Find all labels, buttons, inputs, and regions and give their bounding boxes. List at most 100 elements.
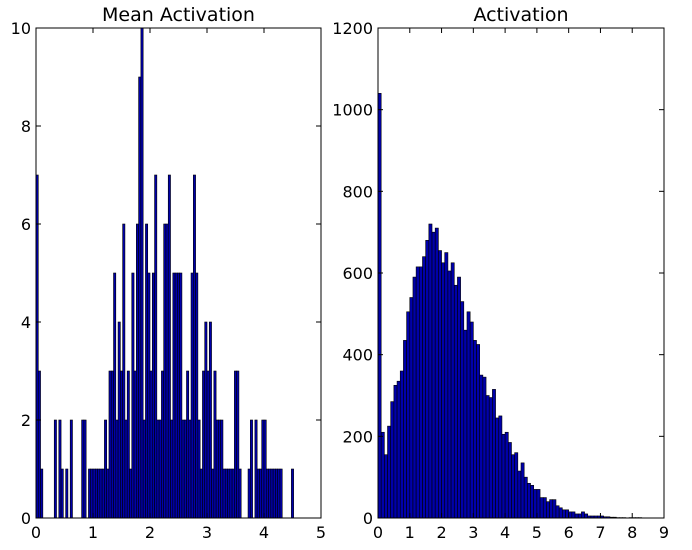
histogram-bar bbox=[120, 371, 122, 518]
histogram-bar bbox=[397, 381, 400, 518]
histogram-bar bbox=[250, 420, 252, 518]
histogram-bar bbox=[394, 385, 397, 518]
histogram-bar bbox=[212, 469, 214, 518]
histogram-bar bbox=[291, 469, 293, 518]
histogram-bar bbox=[585, 514, 588, 518]
histogram-bar bbox=[543, 498, 546, 518]
histogram-bar bbox=[228, 469, 230, 518]
histogram-bar bbox=[41, 469, 43, 518]
histogram-bar bbox=[93, 469, 95, 518]
histogram-bar bbox=[550, 500, 553, 518]
y-tick-label: 0 bbox=[21, 509, 31, 528]
histogram-bar bbox=[400, 371, 403, 518]
histogram-bar bbox=[198, 420, 200, 518]
histogram-bar bbox=[578, 514, 581, 518]
x-tick-label: 3 bbox=[202, 523, 212, 542]
chart-title: Activation bbox=[473, 4, 568, 26]
histogram-bar bbox=[164, 224, 166, 518]
histogram-bar bbox=[426, 240, 429, 518]
histogram-bar bbox=[118, 322, 120, 518]
histogram-bar bbox=[531, 485, 534, 518]
histogram-bar bbox=[515, 453, 518, 518]
histogram-bar bbox=[492, 389, 495, 518]
histogram-bar bbox=[202, 371, 204, 518]
histogram-bar bbox=[116, 420, 118, 518]
histogram-bar bbox=[480, 375, 483, 518]
histogram-bar bbox=[114, 273, 116, 518]
histogram-bar bbox=[266, 469, 268, 518]
histogram-bar bbox=[107, 469, 109, 518]
y-tick-label: 0 bbox=[363, 509, 373, 528]
histogram-bar bbox=[61, 469, 63, 518]
histogram-bar bbox=[129, 469, 131, 518]
histogram-bar bbox=[435, 228, 438, 518]
x-tick-label: 5 bbox=[532, 523, 542, 542]
histogram-bar bbox=[511, 455, 514, 518]
x-tick-label: 4 bbox=[259, 523, 269, 542]
histogram-bar bbox=[257, 469, 259, 518]
bars bbox=[36, 28, 294, 518]
histogram-bar bbox=[553, 500, 556, 518]
y-tick-label: 6 bbox=[21, 215, 31, 234]
histogram-bar bbox=[200, 469, 202, 518]
histogram-bar bbox=[521, 463, 524, 518]
histogram-bar bbox=[100, 469, 102, 518]
histogram-bar bbox=[467, 312, 470, 518]
histogram-bar bbox=[269, 469, 271, 518]
histogram-bar bbox=[216, 420, 218, 518]
histogram-bar bbox=[152, 273, 154, 518]
histogram-bar bbox=[381, 432, 384, 518]
histogram-bar bbox=[95, 469, 97, 518]
histogram-bar bbox=[388, 426, 391, 518]
histogram-bar bbox=[546, 502, 549, 518]
histogram-bar bbox=[155, 175, 157, 518]
y-tick-label: 1000 bbox=[332, 101, 373, 120]
histogram-bar bbox=[496, 418, 499, 518]
x-tick-label: 4 bbox=[500, 523, 510, 542]
y-tick-label: 10 bbox=[11, 19, 31, 38]
histogram-bar bbox=[161, 371, 163, 518]
x-tick-label: 1 bbox=[405, 523, 415, 542]
y-tick-label: 1200 bbox=[332, 19, 373, 38]
x-tick-label: 8 bbox=[627, 523, 637, 542]
histogram-bar bbox=[429, 224, 432, 518]
histogram-bar bbox=[540, 498, 543, 518]
histogram-bar bbox=[191, 273, 193, 518]
y-tick-label: 600 bbox=[342, 264, 373, 283]
x-tick-label: 3 bbox=[468, 523, 478, 542]
histogram-bar bbox=[104, 420, 106, 518]
x-tick-label: 9 bbox=[659, 523, 669, 542]
chart-title: Mean Activation bbox=[102, 4, 255, 26]
histogram-bar bbox=[508, 442, 511, 518]
histogram-bar bbox=[193, 175, 195, 518]
histogram-bar bbox=[502, 434, 505, 518]
histogram-bar bbox=[280, 469, 282, 518]
histogram-bar bbox=[205, 322, 207, 518]
histogram-bar bbox=[66, 469, 68, 518]
histogram-bar bbox=[127, 371, 129, 518]
x-tick-label: 5 bbox=[316, 523, 326, 542]
x-tick-label: 7 bbox=[595, 523, 605, 542]
histogram-bar bbox=[581, 512, 584, 518]
histogram-bar bbox=[556, 506, 559, 518]
histogram-bar bbox=[230, 469, 232, 518]
histogram-bar bbox=[575, 514, 578, 518]
histogram-bar bbox=[125, 420, 127, 518]
histogram-bar bbox=[255, 420, 257, 518]
histogram-bar bbox=[84, 420, 86, 518]
histogram-bar bbox=[88, 469, 90, 518]
histogram-bar bbox=[489, 398, 492, 518]
histogram-bar bbox=[384, 455, 387, 518]
histogram-bar bbox=[150, 371, 152, 518]
histogram-bar bbox=[237, 371, 239, 518]
histogram-bar bbox=[524, 477, 527, 518]
histogram-bar bbox=[505, 432, 508, 518]
histogram-bar bbox=[572, 512, 575, 518]
histogram-bar bbox=[132, 273, 134, 518]
histogram-bar bbox=[109, 371, 111, 518]
histogram-bar bbox=[111, 371, 113, 518]
histogram-bar bbox=[271, 469, 273, 518]
x-tick-label: 2 bbox=[145, 523, 155, 542]
